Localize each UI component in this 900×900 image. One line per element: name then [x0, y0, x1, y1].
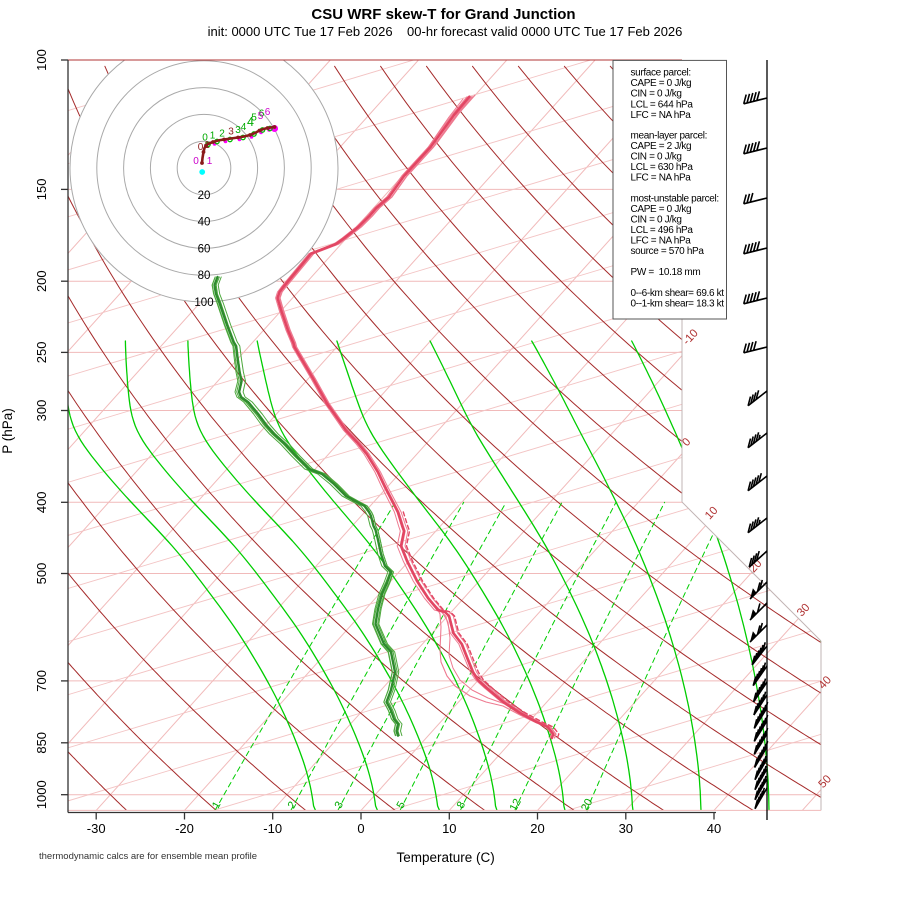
svg-text:3: 3 — [333, 800, 346, 811]
svg-text:LCL = 496 hPa: LCL = 496 hPa — [631, 225, 694, 236]
svg-text:CIN = 0 J/kg: CIN = 0 J/kg — [631, 152, 682, 163]
svg-text:20: 20 — [530, 821, 544, 836]
svg-text:-10: -10 — [263, 821, 282, 836]
svg-text:4: 4 — [247, 115, 254, 129]
svg-text:400: 400 — [34, 491, 49, 513]
svg-text:1: 1 — [207, 156, 213, 167]
svg-text:PW = 10.18 mm: PW = 10.18 mm — [631, 267, 701, 278]
svg-text:0: 0 — [198, 142, 204, 153]
svg-text:4: 4 — [241, 122, 247, 133]
svg-text:CAPE = 0 J/kg: CAPE = 0 J/kg — [631, 78, 692, 89]
svg-text:700: 700 — [34, 670, 49, 692]
svg-text:8: 8 — [455, 800, 468, 811]
svg-text:2: 2 — [286, 800, 299, 811]
svg-text:source = 570 hPa: source = 570 hPa — [631, 246, 705, 257]
svg-text:CAPE = 2 J/kg: CAPE = 2 J/kg — [631, 141, 692, 152]
svg-text:CSU WRF skew-T for Grand Junct: CSU WRF skew-T for Grand Junction — [311, 6, 575, 23]
svg-text:thermodynamic calcs are for en: thermodynamic calcs are for ensemble mea… — [39, 851, 257, 862]
svg-text:-20: -20 — [175, 821, 194, 836]
svg-text:2: 2 — [219, 129, 225, 140]
svg-text:P (hPa): P (hPa) — [0, 408, 15, 454]
svg-text:60: 60 — [198, 243, 211, 255]
svg-text:40: 40 — [198, 217, 211, 229]
svg-text:6: 6 — [265, 107, 271, 118]
svg-text:LCL = 630 hPa: LCL = 630 hPa — [631, 162, 694, 173]
svg-text:100: 100 — [194, 297, 213, 309]
svg-text:100: 100 — [34, 49, 49, 71]
svg-text:mean-layer parcel:: mean-layer parcel: — [631, 131, 708, 142]
svg-text:300: 300 — [34, 400, 49, 422]
svg-text:CIN = 0 J/kg: CIN = 0 J/kg — [631, 215, 682, 226]
svg-text:init: 0000 UTC Tue 17 Feb 2026: init: 0000 UTC Tue 17 Feb 2026 00-hr for… — [208, 24, 683, 39]
svg-text:LCL = 644 hPa: LCL = 644 hPa — [631, 99, 694, 110]
svg-text:LFC = NA hPa: LFC = NA hPa — [631, 236, 692, 247]
svg-text:1000: 1000 — [34, 780, 49, 809]
svg-text:30: 30 — [619, 821, 633, 836]
svg-text:most-unstable parcel:: most-unstable parcel: — [631, 194, 719, 205]
svg-text:250: 250 — [34, 342, 49, 364]
svg-text:3: 3 — [235, 125, 241, 136]
svg-text:20: 20 — [579, 797, 595, 813]
svg-text:-30: -30 — [87, 821, 106, 836]
svg-text:200: 200 — [34, 270, 49, 292]
svg-text:1: 1 — [204, 140, 210, 151]
svg-text:5: 5 — [251, 113, 257, 124]
svg-text:LFC = NA hPa: LFC = NA hPa — [631, 110, 692, 121]
svg-text:LFC = NA hPa: LFC = NA hPa — [631, 173, 692, 184]
svg-text:150: 150 — [34, 179, 49, 201]
svg-text:0: 0 — [357, 821, 364, 836]
svg-text:12: 12 — [508, 797, 524, 813]
svg-text:5: 5 — [258, 111, 264, 122]
svg-text:80: 80 — [198, 270, 211, 282]
svg-text:CAPE = 0 J/kg: CAPE = 0 J/kg — [631, 204, 692, 215]
svg-text:0--1-km shear= 18.3 kt: 0--1-km shear= 18.3 kt — [631, 299, 725, 310]
svg-text:0: 0 — [193, 156, 199, 167]
svg-text:surface parcel:: surface parcel: — [631, 67, 691, 78]
svg-text:1: 1 — [210, 131, 216, 142]
svg-text:500: 500 — [34, 563, 49, 585]
svg-text:0: 0 — [202, 133, 208, 144]
svg-text:Temperature (C): Temperature (C) — [396, 850, 494, 865]
svg-text:40: 40 — [707, 821, 721, 836]
svg-text:0--6-km shear= 69.6 kt: 0--6-km shear= 69.6 kt — [631, 288, 725, 299]
svg-text:1: 1 — [210, 800, 223, 811]
svg-text:6: 6 — [259, 109, 265, 120]
svg-text:CIN = 0 J/kg: CIN = 0 J/kg — [631, 89, 682, 100]
svg-text:850: 850 — [34, 732, 49, 754]
svg-text:20: 20 — [198, 190, 211, 202]
svg-text:10: 10 — [442, 821, 456, 836]
svg-text:3: 3 — [228, 127, 234, 138]
svg-text:5: 5 — [395, 800, 408, 811]
